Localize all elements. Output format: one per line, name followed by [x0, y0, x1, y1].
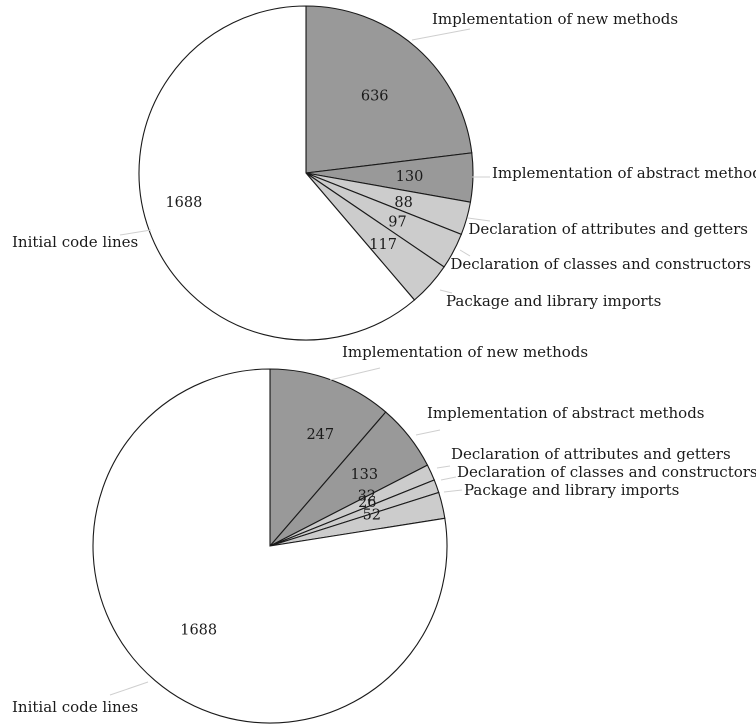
pie-slice-implementation-of-new-methods	[305, 5, 473, 174]
slice-label-declaration-of-attributes-and-getters: Declaration of attributes and getters	[451, 445, 731, 463]
slice-value-implementation-of-abstract-methods: 130	[396, 169, 424, 185]
slice-value-package-and-library-imports: 117	[369, 237, 397, 253]
slice-label-declaration-of-classes-and-constructors: Declaration of classes and constructors	[450, 255, 751, 273]
pie-chart-top: 636 Implementation of new methods 130 Imple…	[12, 5, 756, 341]
leader-line-implementation-of-abstract-methods	[415, 429, 441, 436]
pie-slice-implementation-of-new-methods	[269, 368, 387, 548]
slice-label-implementation-of-abstract-methods: Implementation of abstract methods	[492, 164, 756, 182]
slice-label-implementation-of-new-methods: Implementation of new methods	[432, 10, 678, 28]
leader-line-declaration-of-classes-and-constructors	[459, 249, 471, 257]
slice-label-package-and-library-imports: Package and library imports	[446, 292, 661, 310]
leader-line-implementation-of-new-methods	[411, 28, 471, 41]
pie-chart-bottom: 247 Implementation of new methods 133 Imple…	[12, 343, 756, 724]
slice-label-initial-code-lines: Initial code lines	[12, 698, 138, 716]
slice-value-declaration-of-classes-and-constructors: 97	[388, 214, 406, 230]
slice-label-declaration-of-attributes-and-getters: Declaration of attributes and getters	[468, 220, 748, 238]
slice-value-declaration-of-attributes-and-getters: 88	[394, 195, 412, 211]
slice-value-initial-code-lines: 1688	[165, 195, 202, 211]
slice-label-initial-code-lines: Initial code lines	[12, 233, 138, 251]
slice-value-implementation-of-new-methods: 636	[361, 89, 389, 105]
leader-line-package-and-library-imports	[439, 289, 453, 294]
slice-value-package-and-library-imports: 52	[363, 508, 381, 524]
leader-line-implementation-of-new-methods	[329, 367, 381, 381]
leader-line-initial-code-lines	[119, 229, 152, 236]
pie-slice-initial-code-lines	[92, 368, 448, 724]
leader-line-package-and-library-imports	[443, 489, 463, 493]
slice-value-implementation-of-abstract-methods: 133	[350, 467, 378, 483]
slice-value-declaration-of-classes-and-constructors: 26	[358, 495, 376, 511]
slice-label-implementation-of-new-methods: Implementation of new methods	[342, 343, 588, 361]
slice-label-declaration-of-classes-and-constructors: Declaration of classes and constructors	[457, 463, 756, 481]
slice-value-initial-code-lines: 1688	[180, 623, 217, 639]
slice-label-package-and-library-imports: Package and library imports	[464, 481, 679, 499]
slice-value-declaration-of-attributes-and-getters: 32	[358, 488, 376, 504]
leader-line-declaration-of-attributes-and-getters	[467, 217, 491, 222]
leader-line-declaration-of-attributes-and-getters	[436, 465, 451, 469]
leader-line-declaration-of-classes-and-constructors	[440, 476, 457, 481]
leader-line-initial-code-lines	[109, 681, 149, 696]
slice-label-implementation-of-abstract-methods: Implementation of abstract methods	[427, 404, 705, 422]
slice-value-implementation-of-new-methods: 247	[306, 427, 334, 443]
pie-slice-initial-code-lines	[138, 5, 416, 341]
